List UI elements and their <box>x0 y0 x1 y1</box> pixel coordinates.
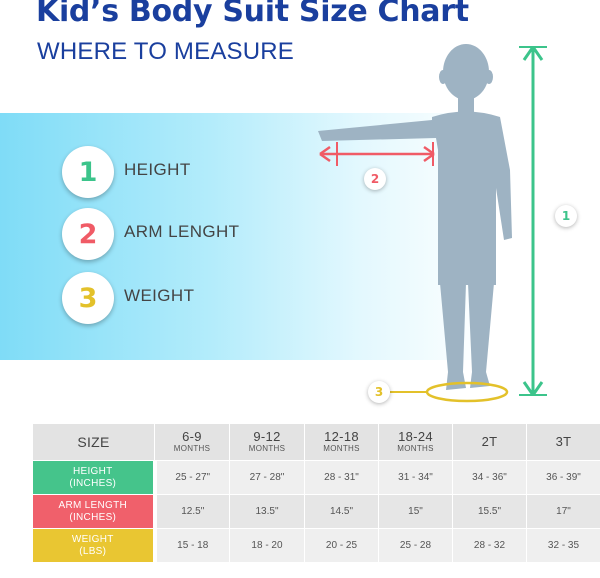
table-cell: 12.5" <box>154 494 230 529</box>
height-marker: 1 <box>555 205 577 227</box>
legend-item-weight: 3 WEIGHT <box>62 272 362 324</box>
size-table: SIZE 6-9 MONTHS 9-12 MONTHS 12-18 MONTHS 18… <box>32 423 600 563</box>
table-cell: 17" <box>526 494 600 529</box>
table-row-arm-length: ARM LENGTH (INCHES) 12.5" 13.5" 14.5" 15"… <box>32 494 600 529</box>
legend-number-arm-length: 2 <box>62 208 114 260</box>
arm-length-marker: 2 <box>364 168 386 190</box>
size-header-row: SIZE 6-9 MONTHS 9-12 MONTHS 12-18 MONTHS 18… <box>32 423 600 461</box>
row-header-arm-length: ARM LENGTH (INCHES) <box>32 494 157 529</box>
child-silhouette <box>318 44 512 390</box>
legend-item-height: 1 HEIGHT <box>62 146 362 198</box>
row-header-weight: WEIGHT (LBS) <box>32 528 157 563</box>
column-header-12-18-months: 12-18 MONTHS <box>304 423 379 461</box>
weight-guide <box>390 381 509 403</box>
page-subtitle: WHERE TO MEASURE <box>37 38 295 65</box>
table-cell: 25 - 27" <box>154 460 230 495</box>
column-header-6-9-months: 6-9 MONTHS <box>154 423 230 461</box>
weight-marker: 3 <box>368 381 390 403</box>
column-header-18-24-months: 18-24 MONTHS <box>378 423 453 461</box>
table-cell: 28 - 31" <box>304 460 379 495</box>
legend-label-height: HEIGHT <box>124 160 191 179</box>
column-header-size: SIZE <box>32 423 155 461</box>
legend-label-arm-length: ARM LENGHT <box>124 222 240 241</box>
table-cell: 34 - 36" <box>452 460 527 495</box>
table-cell: 13.5" <box>229 494 305 529</box>
legend-label-weight: WEIGHT <box>124 286 195 305</box>
table-cell: 18 - 20 <box>229 528 305 563</box>
table-row-weight: WEIGHT (LBS) 15 - 18 18 - 20 20 - 25 25 -… <box>32 528 600 563</box>
child-measurement-illustration <box>318 44 547 403</box>
table-cell: 32 - 35 <box>526 528 600 563</box>
row-header-height: HEIGHT (INCHES) <box>32 460 157 495</box>
table-cell: 36 - 39" <box>526 460 600 495</box>
table-cell: 28 - 32 <box>452 528 527 563</box>
table-cell: 15.5" <box>452 494 527 529</box>
column-header-9-12-months: 9-12 MONTHS <box>229 423 305 461</box>
table-cell: 15 - 18 <box>154 528 230 563</box>
legend-item-arm-length: 2 ARM LENGHT <box>62 208 362 260</box>
page-title: Kid’s Body Suit Size Chart <box>36 0 469 29</box>
column-header-3t: 3T <box>526 423 600 461</box>
table-cell: 27 - 28" <box>229 460 305 495</box>
table-cell: 25 - 28 <box>378 528 453 563</box>
legend-number-weight: 3 <box>62 272 114 324</box>
legend-number-height: 1 <box>62 146 114 198</box>
table-row-height: HEIGHT (INCHES) 25 - 27" 27 - 28" 28 - 31… <box>32 460 600 495</box>
table-cell: 20 - 25 <box>304 528 379 563</box>
table-cell: 31 - 34" <box>378 460 453 495</box>
column-header-2t: 2T <box>452 423 527 461</box>
table-cell: 15" <box>378 494 453 529</box>
table-cell: 14.5" <box>304 494 379 529</box>
arm-length-guide <box>319 142 435 166</box>
height-guide <box>519 46 547 396</box>
